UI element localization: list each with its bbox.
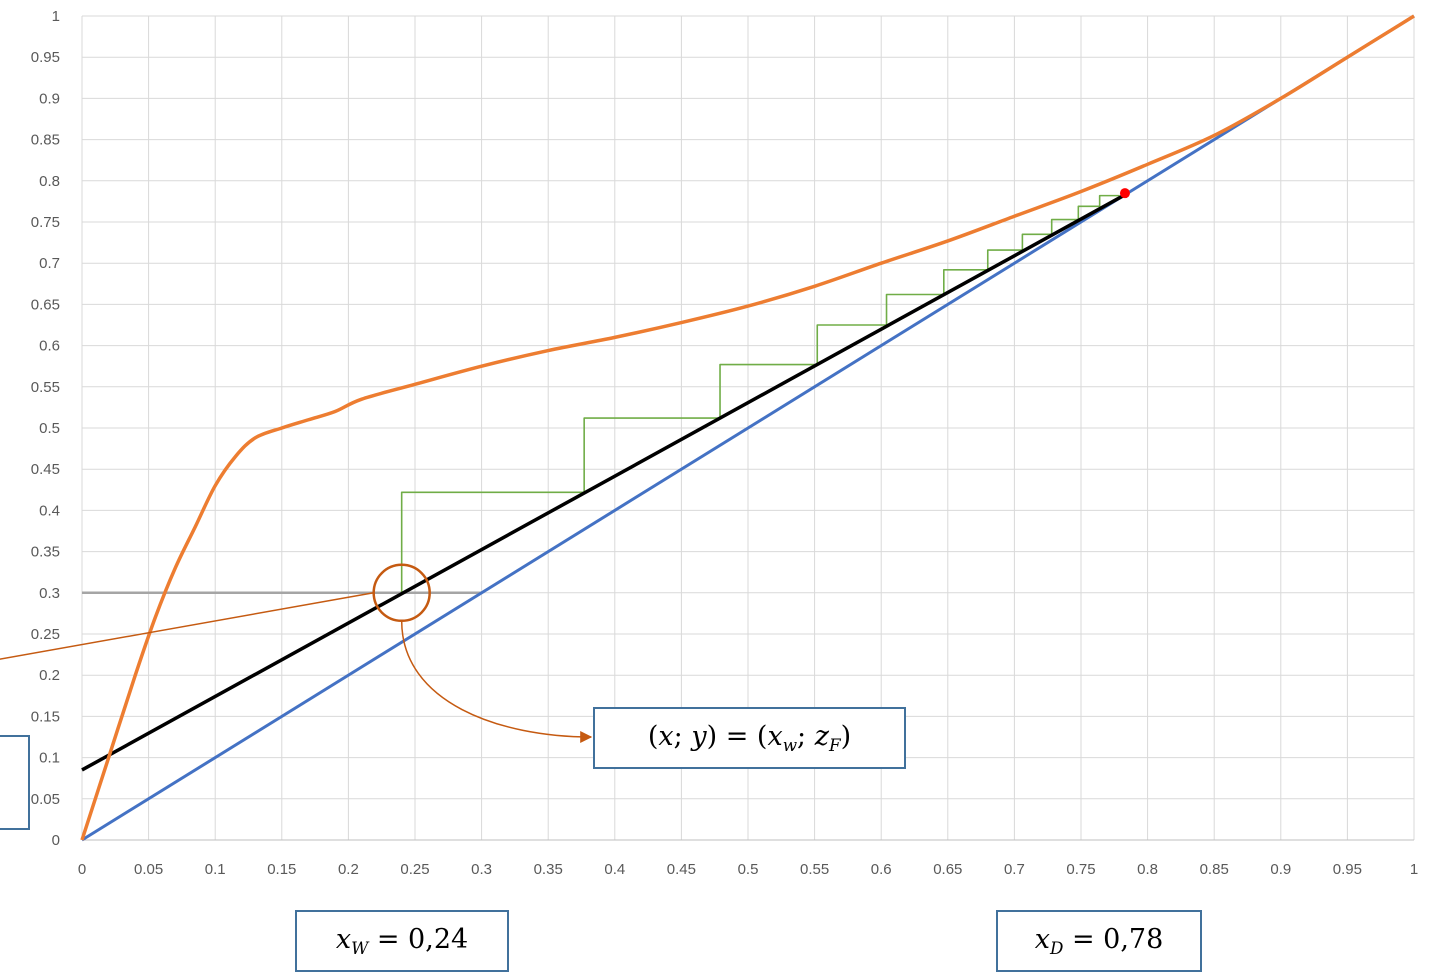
clipped-box-edge xyxy=(0,735,30,830)
x-tick-label: 0.65 xyxy=(933,861,962,878)
point-sep1: ; xyxy=(673,721,692,753)
x-tick-label: 0.5 xyxy=(738,861,759,878)
y-tick-label: 0.65 xyxy=(31,296,60,313)
x-tick-label: 0.7 xyxy=(1004,861,1025,878)
point-mid: ) = ( xyxy=(706,721,768,753)
y-tick-label: 0.75 xyxy=(31,214,60,231)
x-tick-label: 0.3 xyxy=(471,861,492,878)
xw-label-box: xW = 0,24 xyxy=(295,910,509,972)
xw-var: x xyxy=(335,924,352,956)
x-tick-label: 0.75 xyxy=(1066,861,1095,878)
tick-labels: 0 0.05 0.1 0.15 0.2 0.25 0.3 0.35 0.4 0.45 0.5 0.55… xyxy=(31,8,1418,878)
x-tick-label: 0.85 xyxy=(1200,861,1229,878)
xd-sub: D xyxy=(1049,937,1064,958)
x-tick-label: 0.9 xyxy=(1270,861,1291,878)
y-tick-label: 0.9 xyxy=(39,90,60,107)
y-tick-label: 0.6 xyxy=(39,338,60,355)
x-tick-label: 0.2 xyxy=(338,861,359,878)
point-zf-sub: F xyxy=(828,734,841,755)
y-tick-label: 0.4 xyxy=(39,502,60,519)
xw-value: = 0,24 xyxy=(368,924,469,956)
x-tick-label: 0 xyxy=(78,861,86,878)
y-tick-label: 0 xyxy=(52,832,60,849)
y-tick-label: 0.85 xyxy=(31,132,60,149)
xd-var: x xyxy=(1034,924,1050,956)
y-tick-label: 0.15 xyxy=(31,708,60,725)
x-tick-label: 0.95 xyxy=(1333,861,1362,878)
point-zf-var: z xyxy=(814,721,829,753)
x-tick-label: 0.05 xyxy=(134,861,163,878)
y-tick-label: 1 xyxy=(52,8,60,25)
x-tick-label: 1 xyxy=(1410,861,1418,878)
y-tick-label: 0.05 xyxy=(31,791,60,808)
x-tick-label: 0.55 xyxy=(800,861,829,878)
x-tick-label: 0.45 xyxy=(667,861,696,878)
xw-sub: W xyxy=(351,937,369,958)
point-y: y xyxy=(691,721,707,753)
xd-value: = 0,78 xyxy=(1063,924,1164,956)
distillate-point-marker xyxy=(1119,188,1130,199)
point-xw-sub: w xyxy=(782,734,798,755)
series-lines xyxy=(80,14,1415,842)
x-tick-label: 0.8 xyxy=(1137,861,1158,878)
point-x: x xyxy=(658,721,674,753)
x-tick-label: 0.6 xyxy=(871,861,892,878)
curved-arrow xyxy=(400,620,593,743)
xd-label-box: xD = 0,78 xyxy=(996,910,1202,972)
x-tick-label: 0.15 xyxy=(267,861,296,878)
y-tick-label: 0.45 xyxy=(31,461,60,478)
y-tick-label: 0.95 xyxy=(31,49,60,66)
y-tick-label: 0.25 xyxy=(31,626,60,643)
y-tick-label: 0.55 xyxy=(31,379,60,396)
x-tick-label: 0.25 xyxy=(400,861,429,878)
y-tick-label: 0.2 xyxy=(39,667,60,684)
annotations xyxy=(0,188,1130,743)
pointer-line xyxy=(0,592,374,660)
y-tick-label: 0.8 xyxy=(39,173,60,190)
y-tick-label: 0.5 xyxy=(39,420,60,437)
x-tick-label: 0.1 xyxy=(205,861,226,878)
y-tick-label: 0.35 xyxy=(31,544,60,561)
y-tick-label: 0.3 xyxy=(39,585,60,602)
operating-line xyxy=(81,193,1126,772)
diagonal-line xyxy=(81,14,1415,842)
point-label-box: (x; y) = (xw; zF) xyxy=(593,707,906,769)
y-tick-label: 0.1 xyxy=(39,750,60,767)
equilibrium-line xyxy=(80,14,1415,841)
point-xw-var: x xyxy=(767,721,783,753)
x-tick-label: 0.4 xyxy=(604,861,625,878)
steps-line xyxy=(400,194,1120,593)
point-sep2: ; xyxy=(797,721,815,753)
point-open: ( xyxy=(647,721,659,753)
point-close: ) xyxy=(840,721,852,753)
y-tick-label: 0.7 xyxy=(39,255,60,272)
x-tick-label: 0.35 xyxy=(534,861,563,878)
